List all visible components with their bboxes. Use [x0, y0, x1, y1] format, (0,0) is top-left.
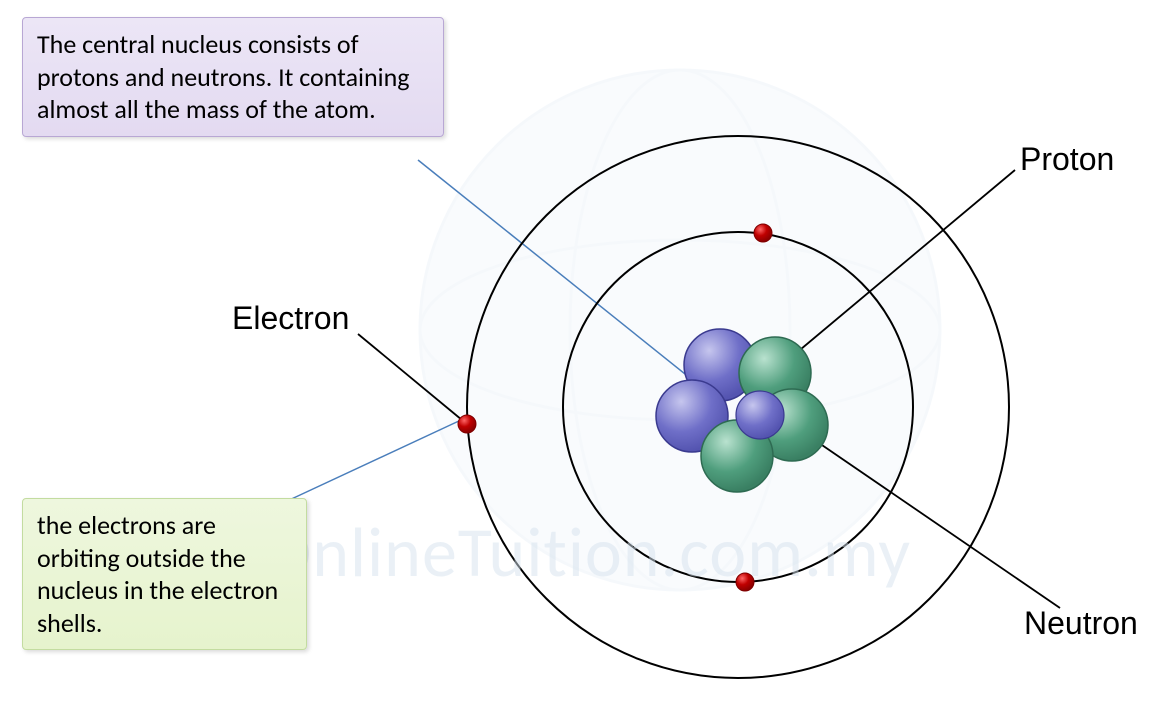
neutron-particle [739, 337, 811, 409]
label-electron: Electron [232, 300, 349, 337]
nucleus [656, 329, 828, 492]
electron-particle [754, 224, 772, 242]
label-proton: Proton [1020, 141, 1114, 178]
stage: { "watermark_text": "OnlineTuition.com.m… [0, 0, 1176, 725]
atom-diagram [458, 136, 1009, 678]
callout-electron: the electrons are orbiting outside the n… [22, 498, 307, 650]
neutron-particle [756, 389, 828, 461]
neutron-particle [701, 420, 773, 492]
proton-particle [684, 329, 756, 401]
proton-particle [656, 380, 728, 452]
proton-particle [736, 391, 784, 439]
callout-nucleus: The central nucleus consists of protons … [22, 17, 444, 137]
label-neutron: Neutron [1024, 605, 1138, 642]
electron-particle [458, 415, 476, 433]
